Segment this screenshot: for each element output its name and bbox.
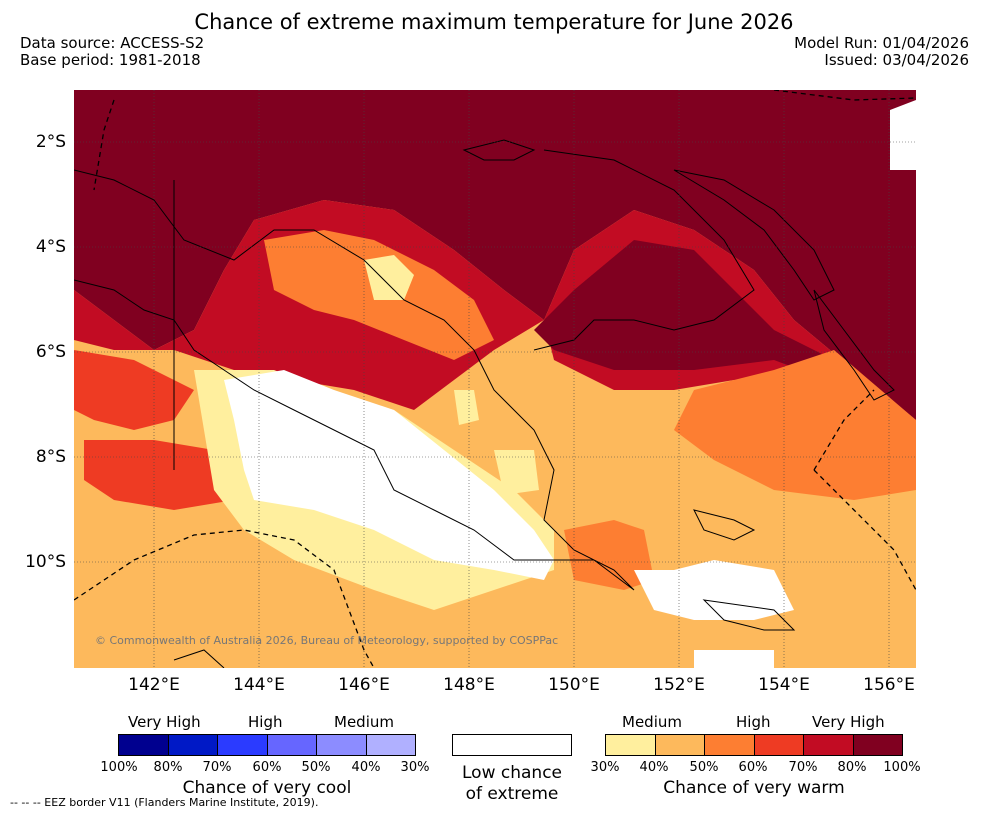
lon-label-146e: 146°E <box>338 675 390 695</box>
neutral-swatch <box>452 734 572 756</box>
neutral-caption-line2: of extreme <box>465 784 559 804</box>
cool-tick: 100% <box>100 760 138 775</box>
warm-caption: Chance of very warm <box>663 778 845 798</box>
eez-borders <box>74 90 916 668</box>
warm-legend-bar <box>605 734 903 756</box>
meta-left: Data source: ACCESS-S2 Base period: 1981… <box>20 35 204 69</box>
warm-tick: 80% <box>837 760 867 775</box>
warm-cat-high: High <box>736 713 771 731</box>
warm-cat-very-high: Very High <box>812 713 885 731</box>
lon-label-142e: 142°E <box>128 675 180 695</box>
cool-tick: 60% <box>252 760 282 775</box>
orange-region-southeast <box>674 350 916 500</box>
warm-swatch <box>606 735 656 755</box>
low-chance-northeast <box>890 100 916 170</box>
low-chance-region <box>224 370 554 580</box>
lon-label-150e: 150°E <box>548 675 600 695</box>
model-run: Model Run: 01/04/2026 <box>794 34 969 52</box>
cool-cat-very-high: Very High <box>128 713 201 731</box>
cool-tick: 70% <box>202 760 232 775</box>
cool-swatch <box>218 735 268 755</box>
map-title: Chance of extreme maximum temperature fo… <box>194 10 794 34</box>
warm-tick: 100% <box>883 760 921 775</box>
warm-swatch <box>655 735 705 755</box>
meta-right: Model Run: 01/04/2026 Issued: 03/04/2026 <box>794 35 969 69</box>
lat-label-8s: 8°S <box>35 447 66 467</box>
warm-swatch <box>804 735 854 755</box>
warm-tick: 50% <box>689 760 719 775</box>
warm-cat-medium: Medium <box>622 713 682 731</box>
orange-red-west <box>74 350 194 430</box>
lon-label-154e: 154°E <box>758 675 810 695</box>
low-chance-southeast <box>634 560 794 620</box>
lon-label-148e: 148°E <box>443 675 495 695</box>
warm-tick: 40% <box>639 760 669 775</box>
lon-label-156e: 156°E <box>863 675 915 695</box>
neutral-caption-line1: Low chance <box>462 763 562 783</box>
cool-tick: 40% <box>351 760 381 775</box>
warm-swatch <box>705 735 755 755</box>
very-high-region <box>74 90 916 420</box>
cool-swatch <box>366 735 415 755</box>
base-period: Base period: 1981-2018 <box>20 51 201 69</box>
copyright-note: © Commonwealth of Australia 2026, Bureau… <box>95 634 559 647</box>
cool-cat-medium: Medium <box>334 713 394 731</box>
eez-footnote: -- -- -- EEZ border V11 (Flanders Marine… <box>10 796 319 809</box>
warm-tick: 60% <box>738 760 768 775</box>
yellow-pocket-1 <box>364 255 414 300</box>
lat-label-2s: 2°S <box>35 132 66 152</box>
cool-swatch <box>168 735 218 755</box>
warm-tick: 70% <box>788 760 818 775</box>
cool-tick: 50% <box>301 760 331 775</box>
cool-tick: 30% <box>400 760 430 775</box>
data-source: Data source: ACCESS-S2 <box>20 34 205 52</box>
orange-red-southwest <box>84 440 244 510</box>
issued-date: Issued: 03/04/2026 <box>824 51 969 69</box>
orange-region-south <box>564 520 654 590</box>
yellow-pocket-3 <box>494 450 539 495</box>
cool-tick: 80% <box>153 760 183 775</box>
cool-swatch <box>119 735 169 755</box>
lat-label-6s: 6°S <box>35 342 66 362</box>
low-chance-southeast-2 <box>694 650 774 668</box>
lat-label-4s: 4°S <box>35 237 66 257</box>
cool-swatch <box>267 735 317 755</box>
lat-label-10s: 10°S <box>25 552 66 572</box>
lon-label-144e: 144°E <box>233 675 285 695</box>
warm-swatch <box>754 735 804 755</box>
cool-caption: Chance of very cool <box>182 778 352 798</box>
lon-label-152e: 152°E <box>653 675 705 695</box>
dark-red-east <box>534 90 916 390</box>
neutral-caption: Low chance of extreme <box>442 763 582 805</box>
cool-swatch <box>317 735 367 755</box>
coastlines <box>74 139 895 668</box>
cool-cat-high: High <box>248 713 283 731</box>
yellow-pocket-2 <box>454 390 479 425</box>
warm-tick: 30% <box>590 760 620 775</box>
forecast-map <box>74 90 916 668</box>
warm-swatch <box>853 735 902 755</box>
graticule <box>74 90 916 668</box>
cool-legend-bar <box>118 734 416 756</box>
